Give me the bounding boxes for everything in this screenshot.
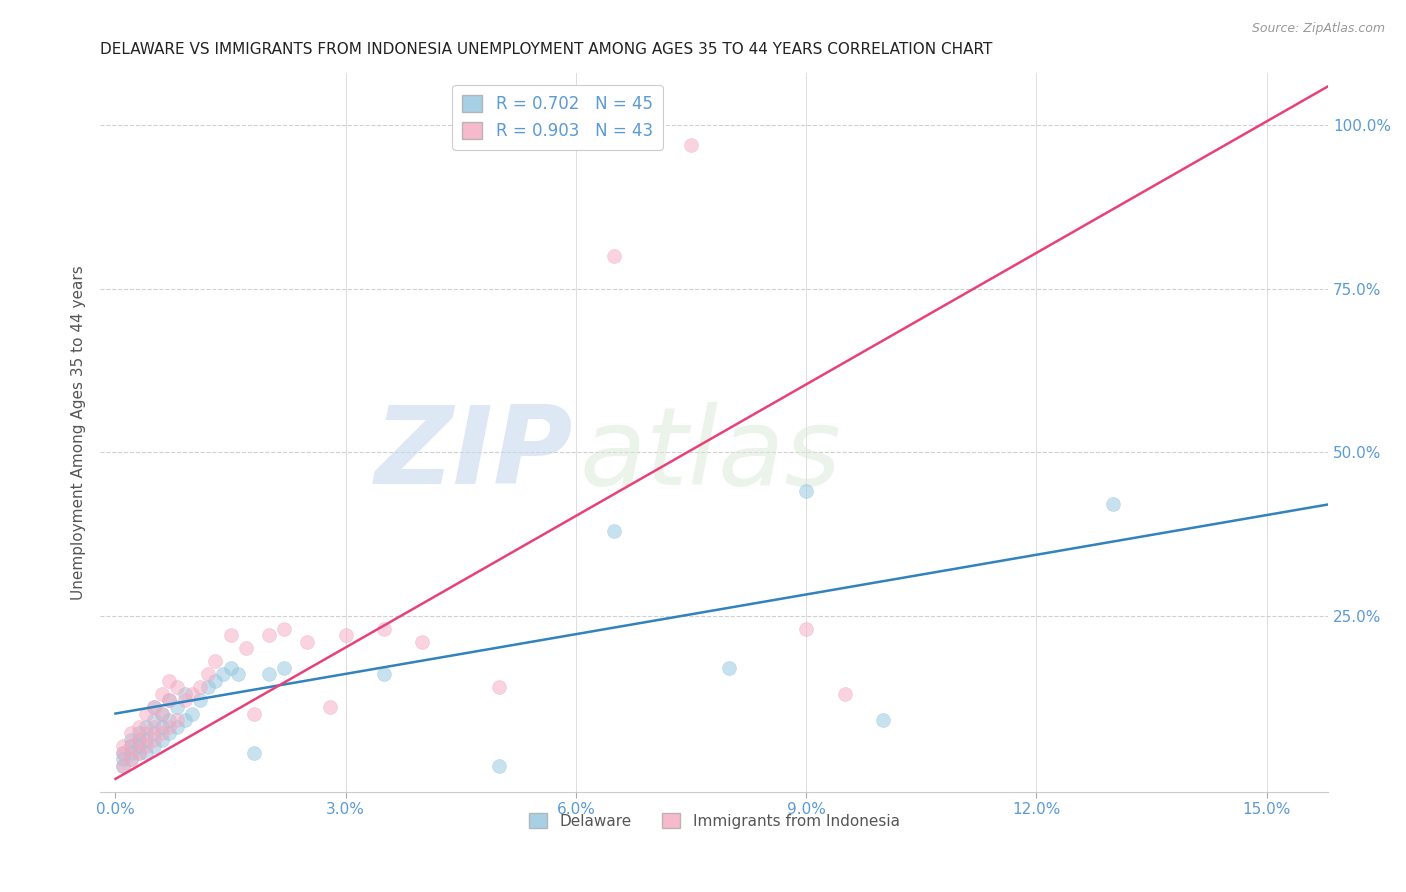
- Point: [872, 713, 894, 727]
- Point: [128, 726, 150, 740]
- Point: [112, 746, 135, 760]
- Point: [257, 628, 280, 642]
- Point: [603, 524, 626, 538]
- Point: [219, 661, 242, 675]
- Point: [120, 752, 142, 766]
- Point: [188, 693, 211, 707]
- Point: [166, 720, 188, 734]
- Point: [120, 739, 142, 754]
- Point: [142, 700, 165, 714]
- Point: [150, 687, 173, 701]
- Point: [120, 746, 142, 760]
- Point: [112, 752, 135, 766]
- Point: [373, 667, 395, 681]
- Point: [142, 720, 165, 734]
- Point: [157, 713, 180, 727]
- Point: [150, 706, 173, 721]
- Point: [112, 759, 135, 773]
- Point: [150, 706, 173, 721]
- Point: [204, 654, 226, 668]
- Point: [373, 622, 395, 636]
- Point: [157, 726, 180, 740]
- Point: [135, 726, 157, 740]
- Point: [834, 687, 856, 701]
- Point: [142, 739, 165, 754]
- Point: [335, 628, 357, 642]
- Point: [150, 720, 173, 734]
- Point: [794, 484, 817, 499]
- Point: [257, 667, 280, 681]
- Point: [135, 746, 157, 760]
- Point: [197, 681, 219, 695]
- Point: [235, 641, 257, 656]
- Point: [794, 622, 817, 636]
- Point: [188, 681, 211, 695]
- Point: [112, 759, 135, 773]
- Point: [142, 713, 165, 727]
- Point: [157, 673, 180, 688]
- Point: [157, 693, 180, 707]
- Point: [128, 732, 150, 747]
- Point: [173, 713, 195, 727]
- Point: [135, 732, 157, 747]
- Point: [319, 700, 342, 714]
- Point: [112, 746, 135, 760]
- Y-axis label: Unemployment Among Ages 35 to 44 years: Unemployment Among Ages 35 to 44 years: [72, 265, 86, 600]
- Text: ZIP: ZIP: [374, 401, 572, 508]
- Point: [150, 732, 173, 747]
- Point: [212, 667, 235, 681]
- Point: [135, 739, 157, 754]
- Point: [411, 634, 433, 648]
- Point: [242, 706, 264, 721]
- Point: [242, 746, 264, 760]
- Point: [488, 681, 510, 695]
- Point: [681, 138, 703, 153]
- Point: [181, 706, 204, 721]
- Point: [120, 739, 142, 754]
- Point: [128, 739, 150, 754]
- Point: [181, 687, 204, 701]
- Point: [128, 746, 150, 760]
- Point: [135, 720, 157, 734]
- Point: [120, 752, 142, 766]
- Point: [488, 759, 510, 773]
- Point: [173, 687, 195, 701]
- Point: [142, 732, 165, 747]
- Point: [142, 726, 165, 740]
- Point: [273, 661, 295, 675]
- Point: [112, 739, 135, 754]
- Point: [166, 713, 188, 727]
- Point: [128, 732, 150, 747]
- Point: [718, 661, 741, 675]
- Point: [166, 700, 188, 714]
- Point: [157, 720, 180, 734]
- Point: [128, 746, 150, 760]
- Legend: Delaware, Immigrants from Indonesia: Delaware, Immigrants from Indonesia: [523, 806, 905, 835]
- Point: [603, 249, 626, 263]
- Point: [142, 700, 165, 714]
- Point: [273, 622, 295, 636]
- Point: [120, 732, 142, 747]
- Point: [120, 726, 142, 740]
- Point: [297, 634, 319, 648]
- Text: DELAWARE VS IMMIGRANTS FROM INDONESIA UNEMPLOYMENT AMONG AGES 35 TO 44 YEARS COR: DELAWARE VS IMMIGRANTS FROM INDONESIA UN…: [100, 42, 993, 57]
- Point: [173, 693, 195, 707]
- Point: [150, 726, 173, 740]
- Point: [1102, 498, 1125, 512]
- Point: [204, 673, 226, 688]
- Point: [219, 628, 242, 642]
- Point: [157, 693, 180, 707]
- Point: [226, 667, 249, 681]
- Text: atlas: atlas: [579, 401, 841, 507]
- Text: Source: ZipAtlas.com: Source: ZipAtlas.com: [1251, 22, 1385, 36]
- Point: [166, 681, 188, 695]
- Point: [135, 706, 157, 721]
- Point: [128, 720, 150, 734]
- Point: [197, 667, 219, 681]
